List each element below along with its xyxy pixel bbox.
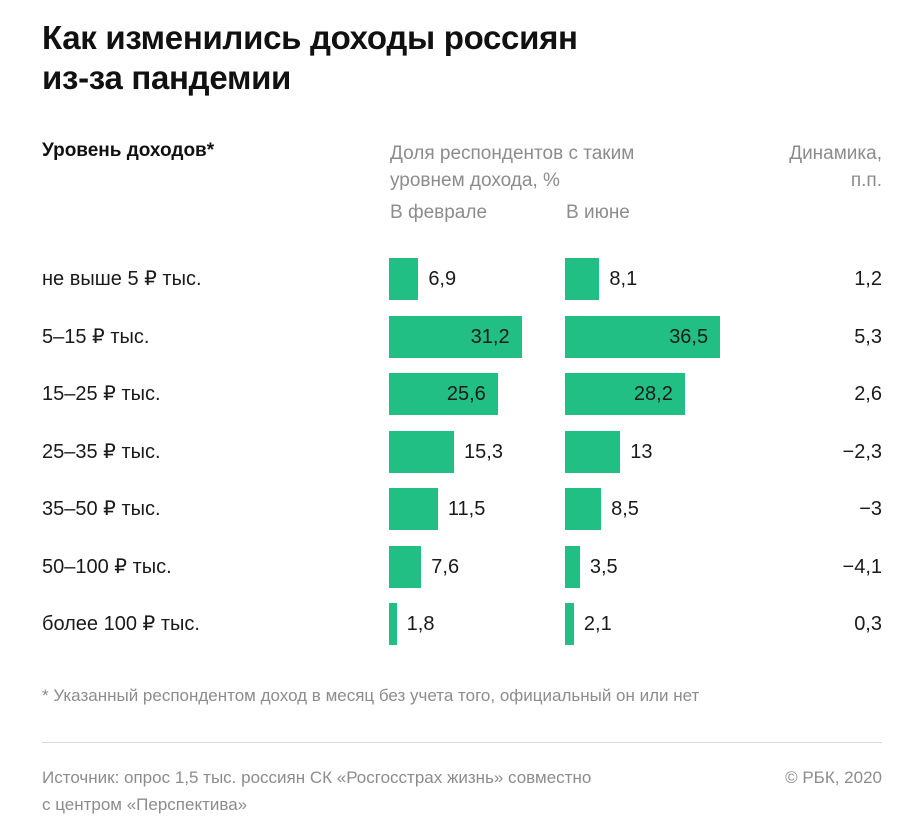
chart-title-line-1: Как изменились доходы россиян <box>42 19 578 56</box>
feb-value-label: 7,6 <box>431 555 460 578</box>
share-header-line-2: уровнем дохода, % <box>390 170 560 191</box>
dynamics-header: Динамика, п.п. <box>742 140 882 194</box>
feb-bar <box>389 488 438 530</box>
share-header: Доля респондентов с таким уровнем дохода… <box>390 140 720 194</box>
chart-row: 5–15 ₽ тыс. 31,2 36,5 5,3 <box>0 315 920 358</box>
jun-bar <box>565 545 580 588</box>
chart-row: более 100 ₽ тыс. 1,8 2,1 0,3 <box>0 603 920 645</box>
copyright: © РБК, 2020 <box>785 768 882 787</box>
dynamics-value: −3 <box>859 498 882 520</box>
source-line-1: Источник: опрос 1,5 тыс. россиян СК «Рос… <box>42 768 592 787</box>
dynamics-value: −4,1 <box>842 555 882 578</box>
dynamics-header-line-2: п.п. <box>850 170 882 191</box>
jun-bar <box>565 373 685 415</box>
category-label: более 100 ₽ тыс. <box>42 613 200 635</box>
jun-value-label: 13 <box>630 440 653 463</box>
feb-bar <box>389 603 397 645</box>
jun-bar <box>565 488 602 530</box>
dynamics-header-line-1: Динамика, <box>789 143 882 164</box>
chart-title-line-2: из-за пандемии <box>42 59 292 96</box>
jun-value-label: 8,5 <box>611 498 639 520</box>
divider <box>42 742 882 743</box>
category-label: не выше 5 ₽ тыс. <box>42 268 202 290</box>
dynamics-value: −2,3 <box>842 440 882 463</box>
feb-bar <box>389 545 422 588</box>
february-column-header: В феврале <box>390 202 488 223</box>
feb-value-label: 11,5 <box>447 498 486 520</box>
jun-bar <box>565 258 600 300</box>
jun-bar <box>565 315 721 358</box>
dynamics-value: 0,3 <box>854 613 882 635</box>
category-label: 15–25 ₽ тыс. <box>42 383 161 405</box>
category-label: 35–50 ₽ тыс. <box>42 498 161 520</box>
chart-title: Как изменились доходы россиян из-за панд… <box>42 18 862 98</box>
june-column-header: В июне <box>566 202 630 223</box>
jun-bar <box>565 430 621 473</box>
category-label: 25–35 ₽ тыс. <box>42 440 161 463</box>
dynamics-value: 2,6 <box>854 383 882 405</box>
dynamics-value: 1,2 <box>854 268 882 290</box>
chart-row: 35–50 ₽ тыс. 11,5 8,5 −3 <box>0 488 920 530</box>
feb-value-label: 15,3 <box>464 440 503 463</box>
footnote: * Указанный респондентом доход в месяц б… <box>42 686 700 705</box>
feb-bar <box>389 258 419 300</box>
feb-value-label: 31,2 <box>470 325 510 348</box>
category-label: 5–15 ₽ тыс. <box>42 325 150 348</box>
feb-value-label: 6,9 <box>428 268 457 290</box>
jun-value-label: 36,5 <box>669 325 709 348</box>
chart-row: 50–100 ₽ тыс. 7,6 3,5 −4,1 <box>0 545 920 588</box>
jun-value-label: 3,5 <box>589 555 618 578</box>
jun-bar <box>565 603 574 645</box>
share-header-line-1: Доля респондентов с таким <box>390 143 635 164</box>
income-level-header: Уровень доходов* <box>42 140 215 161</box>
source-line-2: с центром «Перспектива» <box>42 795 248 814</box>
feb-bar <box>389 373 498 415</box>
feb-bar <box>389 315 522 358</box>
jun-value-label: 28,2 <box>633 383 673 405</box>
dynamics-value: 5,3 <box>854 325 882 348</box>
jun-value-label: 2,1 <box>583 613 612 635</box>
chart-row: 25–35 ₽ тыс. 15,3 13 −2,3 <box>0 430 920 473</box>
feb-value-label: 25,6 <box>446 383 486 405</box>
chart-row: не выше 5 ₽ тыс. 6,9 8,1 1,2 <box>0 258 920 300</box>
feb-bar <box>389 430 455 473</box>
category-label: 50–100 ₽ тыс. <box>42 555 172 578</box>
jun-value-label: 8,1 <box>609 268 638 290</box>
chart-row: 15–25 ₽ тыс. 25,6 28,2 2,6 <box>0 373 920 415</box>
feb-value-label: 1,8 <box>406 613 435 635</box>
source-note: Источник: опрос 1,5 тыс. россиян СК «Рос… <box>42 764 732 818</box>
